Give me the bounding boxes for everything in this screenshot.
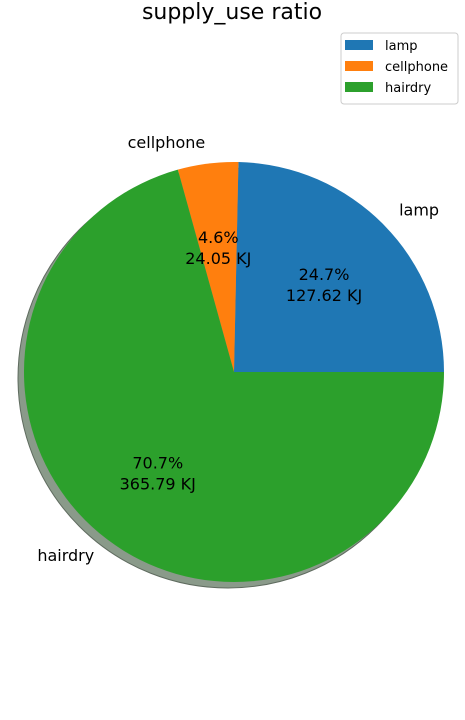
slice-percent-hairdry: 70.7%: [132, 453, 183, 472]
slice-percent-lamp: 24.7%: [299, 265, 350, 284]
pie-slice-cellphone: [177, 162, 239, 372]
slice-label-cellphone: cellphone: [128, 133, 206, 152]
slice-value-cellphone: 24.05 KJ: [185, 249, 251, 268]
pie-slice-lamp: [234, 162, 444, 372]
chart-title: supply_use ratio: [142, 0, 322, 25]
legend-label-hairdry: hairdry: [385, 81, 432, 96]
slice-value-hairdry: 365.79 KJ: [120, 474, 196, 493]
legend-swatch-cellphone: [345, 61, 373, 71]
slice-percent-cellphone: 4.6%: [198, 228, 239, 247]
legend-label-lamp: lamp: [385, 39, 418, 54]
pie-slice-hairdry: [24, 169, 445, 582]
legend-swatch-hairdry: [345, 82, 373, 92]
slice-label-lamp: lamp: [399, 200, 439, 219]
legend-label-cellphone: cellphone: [385, 60, 448, 75]
slice-label-hairdry: hairdry: [37, 546, 94, 565]
pie-labels: lamp 24.7% 127.62 KJ cellphone 4.6% 24.05 KJ h…: [37, 133, 439, 565]
pie-slices: [24, 162, 445, 582]
slice-value-lamp: 127.62 KJ: [286, 286, 362, 305]
legend: lamp cellphone hairdry: [340, 32, 459, 105]
legend-swatch-lamp: [345, 40, 373, 50]
